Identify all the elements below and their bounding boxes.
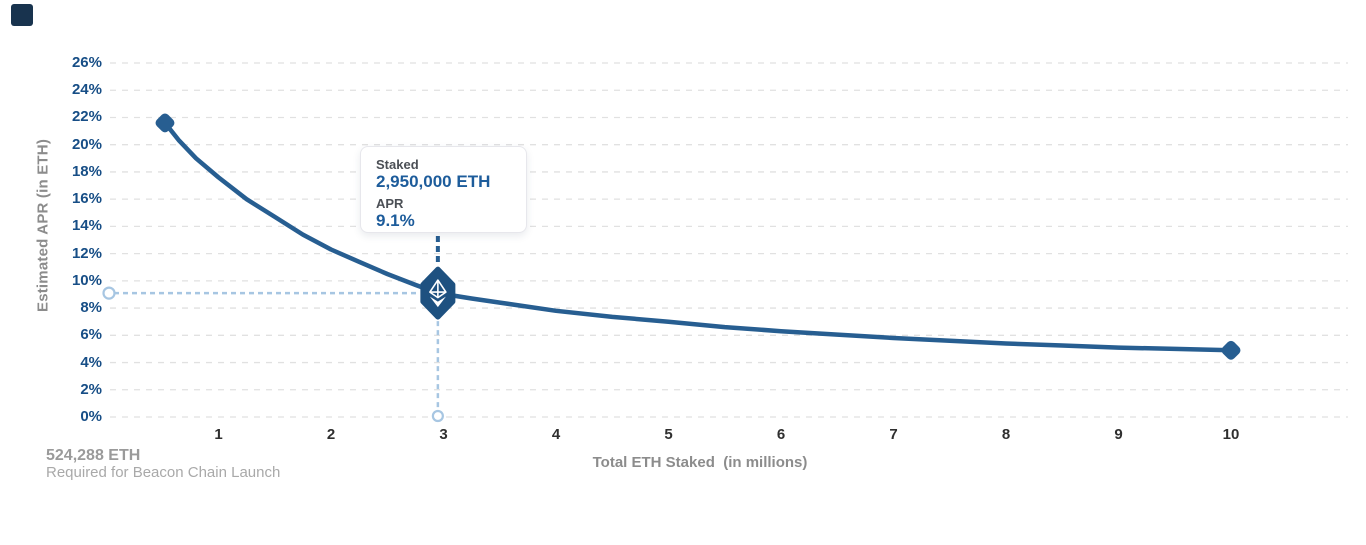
x-tick-label: 3 <box>439 426 448 443</box>
x-tick-label: 5 <box>664 426 673 443</box>
x-tick-label: 6 <box>776 426 786 443</box>
y-tick-label: 20% <box>71 135 102 153</box>
y-tick-label: 12% <box>71 244 102 262</box>
eth-logo-lower <box>429 296 446 308</box>
guide-ring <box>102 286 116 300</box>
x-axis-title: Total ETH Staked (in millions) <box>592 454 808 471</box>
y-tick-label: 16% <box>71 190 102 208</box>
y-tick-label: 26% <box>71 54 102 71</box>
x-tick-label: 9 <box>1114 426 1123 443</box>
tooltip: Staked 2,950,000 ETH APR 9.1% <box>360 146 527 233</box>
y-tick-label: 2% <box>80 380 102 398</box>
x-tick-label: 4 <box>551 426 561 443</box>
guide-ring <box>431 409 444 423</box>
y-tick-label: 4% <box>80 353 102 371</box>
apr-curve <box>162 120 1234 353</box>
tooltip-apr-value: 9.1% <box>376 211 415 230</box>
tooltip-staked-label: Staked <box>376 157 419 172</box>
curve-endpoint-marker <box>1221 340 1241 360</box>
y-tick-label: 22% <box>71 108 102 126</box>
footnote: 524,288 ETH Required for Beacon Chain La… <box>46 447 280 481</box>
curve-endpoint-marker <box>155 113 175 133</box>
y-tick-label: 10% <box>71 271 102 289</box>
y-tick-label: 6% <box>80 326 102 344</box>
x-tick-label: 8 <box>1001 426 1011 443</box>
x-tick-label: 7 <box>889 426 898 443</box>
tooltip-staked-value: 2,950,000 ETH <box>376 172 491 191</box>
footnote-description: Required for Beacon Chain Launch <box>46 464 281 481</box>
eth-point-marker[interactable] <box>420 266 456 320</box>
x-tick-label: 1 <box>214 426 223 443</box>
eth-logo-icon <box>429 279 447 308</box>
footnote-eth-amount: 524,288 ETH <box>46 447 141 464</box>
x-tick-label: 2 <box>326 426 336 443</box>
tooltip-apr-label: APR <box>376 196 404 211</box>
y-tick-label: 8% <box>80 299 102 317</box>
y-tick-label: 24% <box>71 81 102 99</box>
y-tick-label: 14% <box>71 217 102 235</box>
y-tick-label: 18% <box>71 162 102 180</box>
corner-logo <box>11 4 33 26</box>
y-tick-label: 0% <box>80 408 102 425</box>
x-tick-label: 10 <box>1222 426 1240 443</box>
